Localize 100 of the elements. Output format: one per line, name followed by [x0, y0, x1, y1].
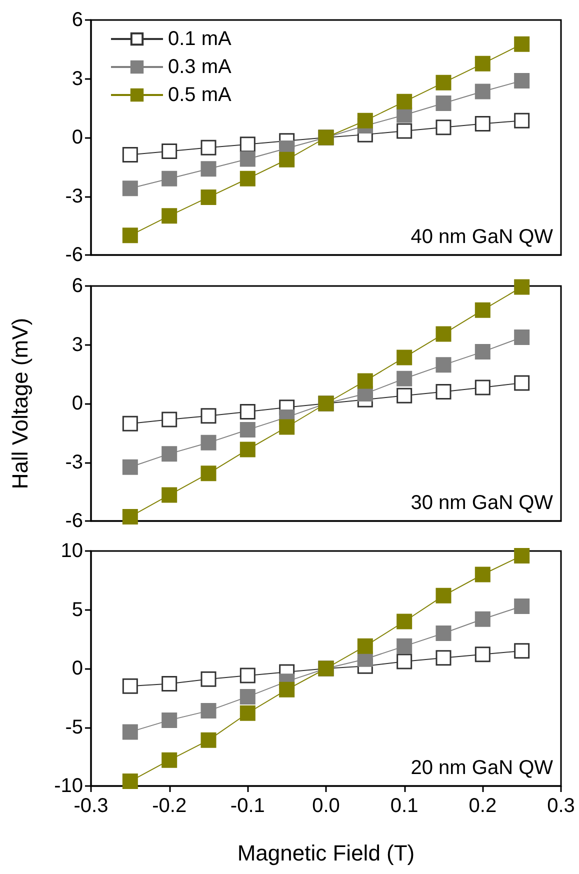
point [514, 375, 530, 391]
y-tick-label: -3 [65, 185, 83, 208]
x-tick-label: -0.1 [230, 795, 265, 817]
point [396, 654, 412, 670]
point [396, 638, 412, 654]
annotation: 40 nm GaN QW [410, 226, 554, 248]
point [474, 116, 490, 132]
point [162, 208, 178, 224]
point [279, 152, 295, 168]
y-tick-label: -3 [65, 451, 83, 474]
point [474, 302, 490, 318]
point [240, 170, 256, 186]
point [200, 140, 216, 156]
x-tick-label: 0.3 [547, 795, 575, 817]
point [474, 56, 490, 72]
point [240, 668, 256, 684]
point [514, 548, 530, 564]
point [436, 357, 452, 373]
point [436, 650, 452, 666]
point [514, 330, 530, 346]
point [162, 487, 178, 503]
point [200, 466, 216, 482]
point [474, 646, 490, 662]
point [514, 279, 530, 295]
point [396, 123, 412, 139]
x-tick-label: -0.3 [74, 795, 108, 817]
point [122, 724, 138, 740]
y-tick-label: 6 [72, 275, 83, 297]
annotation: 20 nm GaN QW [410, 757, 554, 779]
x-axis-title: Magnetic Field (T) [237, 840, 415, 866]
point [122, 459, 138, 475]
point [474, 84, 490, 100]
point [240, 404, 256, 420]
point [240, 136, 256, 152]
point [396, 350, 412, 366]
legend-label: 0.5 mA [168, 84, 232, 106]
point [200, 408, 216, 424]
point [240, 422, 256, 438]
point [436, 326, 452, 342]
point [396, 614, 412, 630]
x-tick-label: 0.1 [390, 795, 418, 817]
point [279, 682, 295, 698]
y-tick-label: 5 [72, 598, 83, 621]
point [122, 774, 138, 790]
y-tick-label: -6 [65, 244, 83, 266]
point [240, 151, 256, 167]
x-tick-label: 0.2 [468, 795, 497, 817]
y-tick-label: -10 [54, 775, 83, 797]
point [240, 442, 256, 458]
point [240, 688, 256, 704]
point [514, 598, 530, 614]
point [436, 120, 452, 136]
annotation: 30 nm GaN QW [410, 492, 554, 514]
point [514, 72, 530, 88]
y-tick-label: -5 [65, 716, 83, 738]
point [514, 643, 530, 659]
point [162, 412, 178, 428]
point [122, 146, 138, 162]
point [162, 676, 178, 692]
point [514, 112, 530, 128]
point [162, 712, 178, 728]
point [436, 74, 452, 90]
point [436, 626, 452, 641]
point [357, 373, 373, 389]
point [200, 671, 216, 687]
legend-label: 0.1 mA [168, 28, 232, 50]
y-tick-label: 3 [72, 68, 83, 90]
point [474, 566, 490, 582]
y-tick-label: -6 [65, 510, 83, 532]
y-tick-label: 0 [72, 392, 83, 414]
point [436, 588, 452, 604]
point [474, 344, 490, 360]
point [162, 170, 178, 186]
y-tick-label: 0 [72, 126, 83, 148]
point [122, 508, 138, 524]
point [396, 94, 412, 110]
point [436, 95, 452, 111]
point [162, 752, 178, 768]
point [279, 419, 295, 435]
point [474, 380, 490, 396]
point [122, 180, 138, 196]
y-tick-label: 0 [72, 658, 83, 680]
y-tick-label: 10 [60, 540, 83, 562]
point [396, 388, 412, 404]
point [474, 611, 490, 627]
x-tick-label: 0.0 [312, 795, 340, 817]
point [122, 228, 138, 244]
point [122, 416, 138, 432]
point [200, 434, 216, 450]
y-tick-label: 6 [72, 9, 83, 31]
point [514, 36, 530, 52]
point [162, 446, 178, 462]
x-tick-label: -0.2 [152, 795, 187, 817]
y-axis-title: Hall Voltage (mV) [8, 318, 32, 490]
legend-label: 0.3 mA [168, 56, 232, 78]
point [357, 112, 373, 128]
y-tick-label: 3 [72, 334, 83, 356]
point [200, 703, 216, 719]
point [357, 638, 373, 654]
point [436, 384, 452, 400]
